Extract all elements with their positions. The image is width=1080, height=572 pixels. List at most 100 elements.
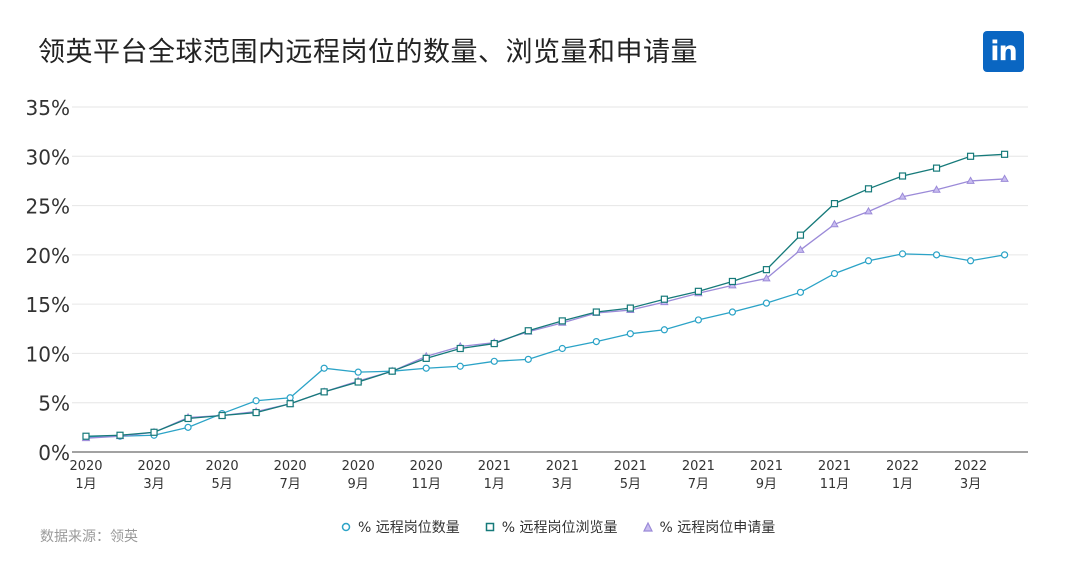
- legend-label-series-2: % 远程岗位浏览量: [501, 520, 618, 536]
- data-point: [966, 257, 975, 265]
- chart-legend: % 远程岗位数量 % 远程岗位浏览量 % 远程岗位申请量: [340, 517, 775, 537]
- y-tick-label: 35%: [26, 96, 70, 120]
- y-tick-label: 10%: [26, 342, 70, 366]
- data-source-note: 数据来源：领英: [40, 529, 138, 545]
- x-tick-year: 2020: [410, 459, 443, 474]
- data-point: [286, 400, 294, 408]
- triangle-marker-icon: [642, 521, 653, 532]
- x-tick-month: 5月: [620, 477, 641, 492]
- series-3: [81, 174, 1009, 442]
- x-tick-month: 5月: [211, 477, 232, 492]
- y-tick-label: 25%: [26, 195, 70, 219]
- data-point: [592, 308, 600, 316]
- data-point: [150, 428, 158, 436]
- data-point: [796, 231, 805, 239]
- data-point: [388, 367, 396, 375]
- x-tick-month: 11月: [411, 477, 441, 492]
- data-point: [898, 192, 907, 200]
- data-point: [762, 266, 771, 274]
- legend-item-series-1: % 远程岗位数量: [340, 517, 460, 537]
- data-point: [184, 423, 192, 431]
- x-tick-year: 2021: [478, 459, 511, 474]
- data-point: [558, 344, 566, 353]
- x-tick-year: 2020: [69, 459, 102, 474]
- square-marker-icon: [485, 522, 495, 532]
- line-chart: 0% 5% 10% 15% 20% 25% 30% 35% 2020 1月 2020 3月 2020 5月…: [26, 96, 1028, 492]
- data-point: [422, 354, 430, 362]
- y-tick-label: 5%: [38, 392, 70, 416]
- data-point: [354, 368, 362, 376]
- data-point: [558, 317, 566, 325]
- data-point: [490, 339, 498, 348]
- x-tick-year: 2020: [342, 459, 375, 474]
- x-tick-month: 3月: [960, 477, 981, 492]
- data-point: [932, 164, 941, 172]
- chart-title: 领英平台全球范围内远程岗位的数量、浏览量和申请量: [38, 37, 698, 68]
- x-tick-year: 2021: [546, 459, 579, 474]
- legend-item-series-2: % 远程岗位浏览量: [484, 517, 618, 537]
- data-point: [456, 344, 464, 353]
- data-point: [116, 431, 124, 439]
- data-point: [796, 245, 805, 253]
- x-tick-year: 2020: [206, 459, 239, 474]
- data-point: [184, 414, 192, 423]
- legend-label-series-3: % 远程岗位申请量: [659, 520, 776, 536]
- data-point: [524, 327, 532, 335]
- x-tick-year: 2021: [750, 459, 783, 474]
- y-tick-label: 0%: [38, 441, 70, 465]
- series-2: [82, 150, 1009, 440]
- data-point: [694, 316, 702, 324]
- data-point: [864, 206, 873, 215]
- x-tick-year: 2022: [954, 459, 987, 474]
- data-point: [660, 295, 668, 303]
- data-point: [252, 397, 260, 405]
- data-point: [354, 378, 362, 386]
- data-point: [762, 299, 771, 307]
- x-tick-month: 3月: [143, 477, 164, 492]
- data-point: [218, 411, 226, 420]
- data-point: [830, 219, 839, 228]
- x-tick-year: 2022: [886, 459, 919, 474]
- x-tick-month: 7月: [688, 477, 709, 492]
- data-point: [626, 304, 634, 312]
- x-tick-year: 2020: [274, 459, 307, 474]
- y-tick-label: 30%: [26, 145, 70, 169]
- data-point: [490, 357, 498, 365]
- data-point: [252, 408, 260, 417]
- linkedin-logo-icon: in: [983, 31, 1024, 72]
- x-tick-year: 2021: [818, 459, 851, 474]
- x-tick-month: 7月: [279, 477, 300, 492]
- x-tick-month: 3月: [552, 477, 573, 492]
- y-tick-label: 20%: [26, 244, 70, 268]
- circle-marker-icon: [341, 522, 351, 532]
- x-tick-month: 1月: [892, 477, 913, 492]
- data-point: [1000, 174, 1009, 182]
- x-tick-month: 1月: [484, 477, 505, 492]
- legend-item-series-3: % 远程岗位申请量: [642, 517, 776, 537]
- data-point: [660, 326, 668, 334]
- x-tick-month: 11月: [820, 477, 850, 492]
- data-point: [728, 308, 737, 316]
- data-point: [966, 176, 975, 184]
- data-point: [932, 185, 941, 193]
- data-point: [1000, 150, 1009, 158]
- x-tick-month: 1月: [75, 477, 96, 492]
- data-point: [422, 364, 430, 372]
- x-tick-month: 9月: [756, 477, 777, 492]
- data-point: [932, 251, 941, 259]
- series-line: [85, 178, 1005, 439]
- data-point: [796, 288, 805, 296]
- data-point: [898, 172, 907, 180]
- data-point: [626, 330, 634, 338]
- x-tick-year: 2020: [137, 459, 170, 474]
- x-tick-month: 9月: [348, 477, 369, 492]
- data-point: [320, 388, 328, 396]
- data-point: [1000, 251, 1009, 259]
- series-line: [85, 153, 1005, 437]
- data-point: [694, 287, 702, 295]
- data-point: [830, 200, 839, 208]
- data-point: [864, 185, 873, 193]
- data-point: [898, 250, 907, 258]
- data-point: [524, 355, 532, 363]
- data-point: [966, 152, 975, 160]
